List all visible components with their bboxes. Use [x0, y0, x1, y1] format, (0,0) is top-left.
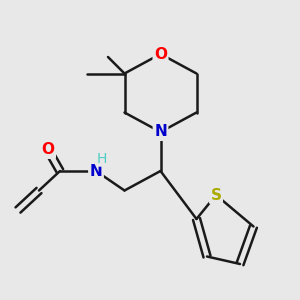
Text: O: O: [41, 142, 55, 158]
Text: H: H: [97, 152, 107, 166]
Text: S: S: [211, 188, 221, 202]
Text: N: N: [90, 164, 102, 178]
Text: N: N: [154, 124, 167, 140]
Text: O: O: [154, 46, 167, 62]
